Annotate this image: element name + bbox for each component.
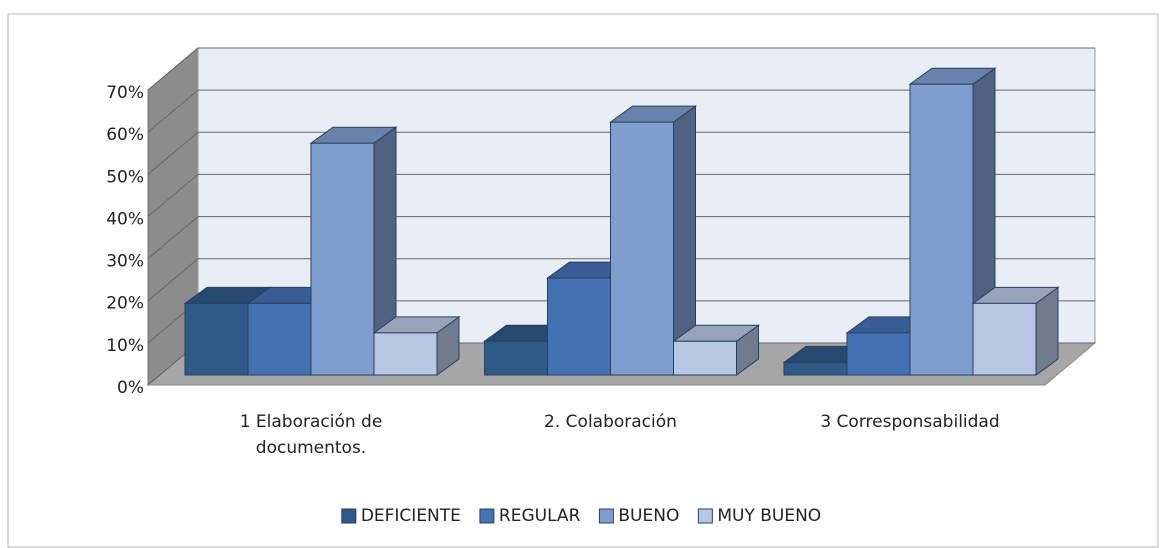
- bar: [372, 315, 461, 376]
- bar: [971, 286, 1060, 376]
- x-tick-label: 2. Colaboración: [544, 412, 677, 432]
- y-tick-label: 20%: [106, 294, 144, 314]
- bar-front: [373, 332, 438, 376]
- y-tick-label: 50%: [106, 167, 144, 187]
- grid-line-side: [147, 258, 199, 302]
- grid-line-side: [147, 216, 199, 259]
- legend-swatch: [479, 508, 495, 524]
- legend-swatch: [598, 508, 614, 524]
- bar-front: [484, 340, 548, 376]
- y-tick-label: 10%: [106, 336, 144, 356]
- grid-line-side: [147, 131, 199, 175]
- legend-swatch: [697, 508, 713, 524]
- grid-line-side: [147, 89, 199, 133]
- legend-label: MUY BUENO: [717, 506, 821, 526]
- x-tick-label: 1 Elaboración de documentos.: [240, 412, 383, 458]
- bar-front: [310, 142, 375, 376]
- bar-front: [783, 361, 848, 376]
- bar-front: [909, 83, 974, 376]
- y-tick-label: 70%: [106, 83, 144, 103]
- bar-front: [673, 340, 737, 376]
- bar-front: [547, 277, 611, 376]
- bar: [608, 105, 698, 376]
- legend-label: BUENO: [618, 506, 679, 526]
- grid-line-side: [147, 174, 199, 217]
- legend-label: DEFICIENTE: [361, 506, 461, 526]
- y-tick-label: 60%: [106, 125, 144, 145]
- bar-front: [972, 302, 1037, 376]
- x-tick-label: 3 Corresponsabilidad: [820, 412, 999, 432]
- bar-front: [846, 332, 911, 376]
- y-tick-label: 30%: [106, 252, 144, 272]
- bar: [671, 324, 761, 376]
- bar-front: [610, 121, 674, 376]
- legend-swatch: [341, 508, 357, 524]
- bar-front: [247, 302, 312, 376]
- bar-front: [184, 302, 249, 376]
- y-tick-label: 0%: [117, 378, 144, 398]
- y-tick-label: 40%: [106, 209, 144, 229]
- bar: [309, 126, 398, 376]
- legend-label: REGULAR: [499, 506, 581, 526]
- grid-line-side: [147, 47, 199, 91]
